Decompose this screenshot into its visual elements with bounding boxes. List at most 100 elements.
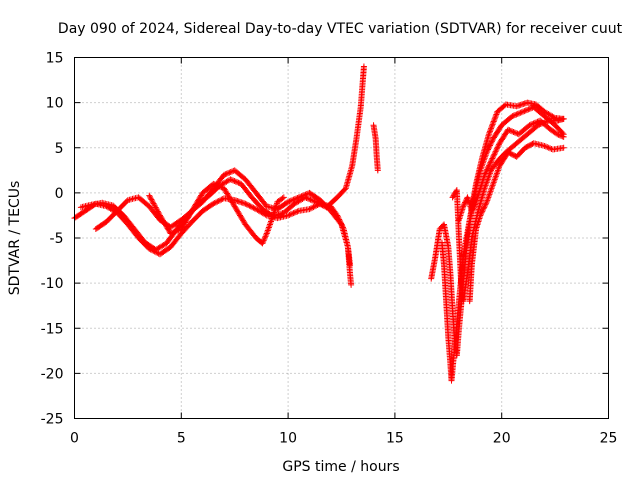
data-point [211, 200, 218, 207]
x-axis-label: GPS time / hours [282, 459, 399, 475]
series-track-c [92, 167, 355, 288]
data-point [484, 165, 491, 172]
data-point [123, 198, 130, 205]
data-point [232, 178, 239, 185]
data-point [483, 200, 490, 207]
data-point [478, 209, 485, 216]
data-point [477, 212, 484, 219]
data-point [304, 195, 311, 202]
data-point [479, 208, 486, 215]
data-point [297, 193, 304, 200]
data-point [486, 128, 493, 135]
data-point [293, 209, 300, 216]
data-point [529, 121, 536, 128]
data-point [488, 138, 495, 145]
data-point [488, 125, 495, 132]
data-point [286, 198, 293, 205]
data-point [486, 160, 493, 167]
data-point [488, 156, 495, 163]
data-point [222, 171, 229, 178]
data-point [285, 198, 292, 205]
y-tick-label: 15 [46, 51, 64, 67]
data-point [311, 203, 318, 210]
data-point [472, 200, 479, 207]
data-point [168, 229, 175, 236]
data-point [360, 63, 367, 70]
data-point [556, 132, 563, 139]
data-point [511, 129, 518, 136]
data-point [155, 209, 162, 216]
data-point [462, 199, 469, 206]
data-point [493, 147, 500, 154]
data-point [231, 178, 238, 185]
data-point [215, 183, 222, 190]
x-tick-label: 20 [493, 431, 511, 447]
data-point [489, 121, 496, 128]
data-point [226, 169, 233, 176]
data-point [554, 131, 561, 138]
data-point [249, 204, 256, 211]
data-point [560, 115, 567, 122]
data-point [301, 192, 308, 199]
data-point [489, 122, 496, 129]
data-point [489, 154, 496, 161]
data-point [311, 198, 318, 205]
data-point [175, 227, 182, 234]
data-point [495, 143, 502, 150]
data-point [263, 231, 270, 238]
data-point [289, 210, 296, 217]
data-point [214, 198, 221, 205]
data-point [247, 203, 254, 210]
data-point [516, 110, 523, 117]
data-point [261, 234, 268, 241]
data-point [533, 119, 540, 126]
data-point [510, 112, 517, 119]
data-point [374, 167, 381, 174]
data-point [210, 200, 217, 207]
data-point [482, 169, 489, 176]
data-point [477, 211, 484, 218]
data-point [506, 127, 513, 134]
data-point [286, 211, 293, 218]
data-point [152, 204, 159, 211]
series-track-i [466, 140, 567, 305]
data-point [156, 211, 163, 218]
data-point [522, 107, 529, 114]
data-point [526, 105, 533, 112]
data-point [242, 200, 249, 207]
data-point [307, 196, 314, 203]
data-point [283, 199, 290, 206]
data-point [547, 145, 554, 152]
series-track-j [455, 117, 567, 223]
data-point [225, 170, 232, 177]
data-point [558, 132, 565, 139]
x-tick-label: 25 [600, 431, 618, 447]
data-point [146, 193, 153, 200]
data-point [149, 199, 156, 206]
data-point [291, 209, 298, 216]
data-point [488, 124, 495, 131]
data-point [215, 197, 222, 204]
data-point [560, 144, 567, 151]
data-point [262, 233, 269, 240]
data-points [71, 63, 567, 384]
data-point [146, 192, 153, 199]
data-point [550, 114, 557, 121]
data-point [479, 207, 486, 214]
data-point [542, 143, 549, 150]
data-point [518, 109, 525, 116]
data-point [230, 177, 237, 184]
data-point [307, 205, 314, 212]
data-point [149, 197, 156, 204]
data-point [299, 192, 306, 199]
series-track-h [449, 115, 567, 305]
data-point [251, 205, 258, 212]
data-point [552, 130, 559, 137]
data-point [493, 145, 500, 152]
data-point [544, 144, 551, 151]
data-point [513, 111, 520, 118]
data-point [227, 176, 234, 183]
data-point [492, 112, 499, 119]
data-point [490, 119, 497, 126]
data-point [509, 113, 516, 120]
